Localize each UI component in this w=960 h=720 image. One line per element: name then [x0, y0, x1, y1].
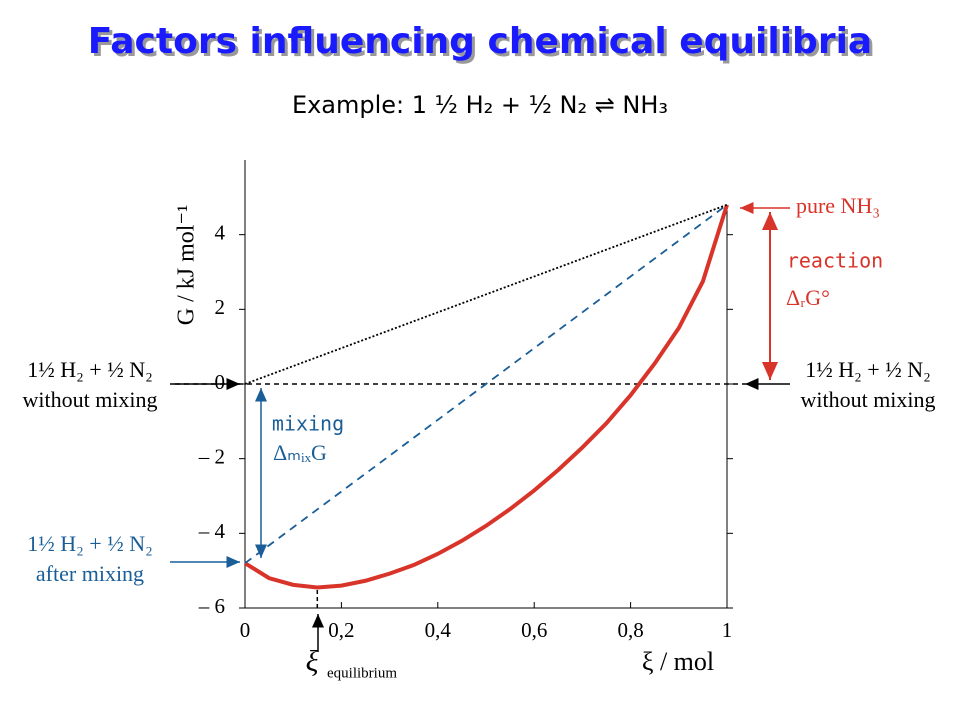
label: pure NH₃ [796, 193, 880, 218]
series-line [244, 204, 728, 564]
x-tick-label: 0,4 [425, 618, 452, 642]
label: after mixing [36, 561, 144, 586]
label: ξ [306, 645, 319, 678]
label: reaction [787, 249, 883, 273]
x-tick-label: 0,2 [328, 618, 354, 642]
subtitle: Example: 1 ½ H₂ + ½ N₂ ⇌ NH₃ [292, 91, 668, 119]
y-tick-label: 0 [215, 370, 226, 394]
y-tick-label: 4 [215, 220, 226, 244]
x-axis-label: ξ / mol [642, 647, 714, 676]
y-tick-label: – 4 [198, 519, 226, 543]
label: ΔᵣG° [786, 285, 830, 310]
label: without mixing [800, 387, 935, 412]
series-line [243, 204, 729, 590]
label: ΔₘᵢₓG [273, 440, 327, 465]
label: equilibrium [327, 665, 397, 681]
title-shadow: Factors influencing chemical equilibria [91, 24, 875, 65]
y-tick-label: 2 [215, 295, 226, 319]
x-tick-label: 1 [722, 618, 733, 642]
label: 1½ H₂ + ½ N₂ [27, 357, 153, 382]
series-line [244, 203, 728, 385]
x-tick-label: 0,8 [617, 618, 643, 642]
label: without mixing [22, 387, 157, 412]
x-tick-label: 0 [240, 618, 251, 642]
x-tick-label: 0,6 [521, 618, 547, 642]
label: 1½ H₂ + ½ N₂ [27, 531, 153, 556]
y-tick-label: – 6 [198, 594, 225, 618]
y-tick-label: – 2 [198, 444, 225, 468]
label: 1½ H₂ + ½ N₂ [805, 357, 931, 382]
y-axis-label: G / kJ mol⁻¹ [174, 205, 200, 326]
chart-title: Factors influencing chemical equilibria [88, 21, 872, 62]
label: mixing [272, 412, 344, 436]
